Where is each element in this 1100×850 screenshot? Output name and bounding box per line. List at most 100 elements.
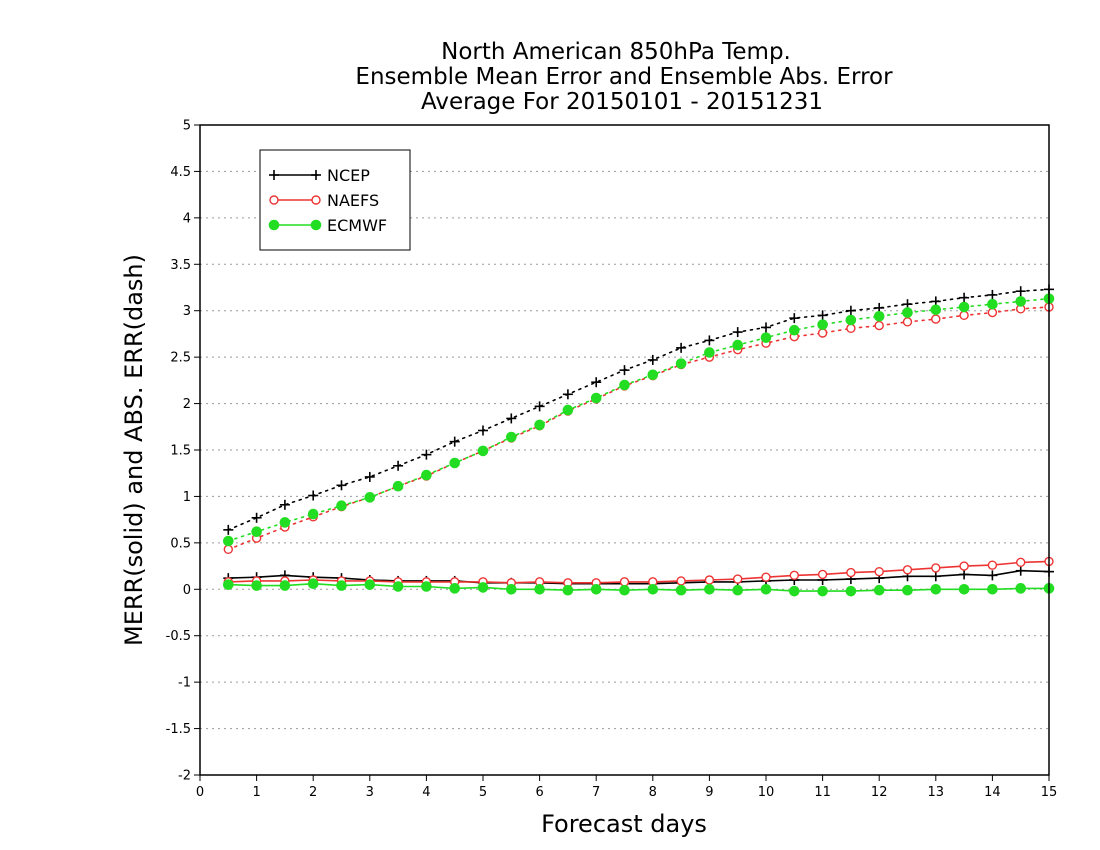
mean-err-point bbox=[987, 583, 998, 595]
abs-err-point bbox=[760, 332, 772, 343]
abs-err-point bbox=[647, 354, 658, 365]
mean-err-point bbox=[733, 574, 743, 584]
legend-marker bbox=[268, 219, 280, 231]
mean-err-point bbox=[987, 560, 998, 570]
y-tick-label: -1 bbox=[178, 676, 191, 691]
legend-marker bbox=[311, 170, 321, 180]
mean-err-point bbox=[1016, 557, 1026, 568]
mean-err-point bbox=[307, 578, 319, 590]
abs-err-point bbox=[393, 460, 404, 471]
abs-err-point bbox=[675, 358, 687, 369]
abs-err-point bbox=[817, 319, 828, 330]
mean-err-point bbox=[364, 579, 376, 590]
legend-item-ecmwf: ECMWF bbox=[268, 216, 387, 235]
abs-err-line-ncep bbox=[227, 288, 1050, 531]
mean-err-point bbox=[619, 584, 630, 596]
abs-err-point bbox=[987, 298, 998, 310]
abs-err-point bbox=[223, 535, 234, 547]
abs-err-point bbox=[534, 419, 545, 431]
mean-err-point bbox=[534, 583, 545, 595]
x-tick-label: 9 bbox=[705, 785, 713, 800]
mean-err-point bbox=[845, 585, 857, 597]
mean-err-point bbox=[675, 584, 687, 596]
abs-err-point bbox=[931, 314, 941, 324]
abs-err-point bbox=[1015, 296, 1027, 307]
series-ecmwf bbox=[223, 293, 1055, 597]
abs-err-point bbox=[392, 480, 404, 492]
abs-err-point bbox=[336, 500, 347, 512]
abs-err-point bbox=[873, 310, 885, 322]
mean-err-point bbox=[931, 563, 941, 573]
abs-err-point bbox=[902, 317, 913, 327]
legend-marker bbox=[269, 195, 279, 205]
y-tick-label: 3 bbox=[183, 304, 191, 319]
legend-label: ECMWF bbox=[327, 216, 387, 235]
y-tick-label: 1 bbox=[183, 490, 191, 505]
legend-item-ncep: NCEP bbox=[269, 166, 370, 185]
abs-err-point bbox=[789, 313, 800, 324]
abs-err-point bbox=[591, 377, 602, 388]
mean-err-point bbox=[506, 583, 517, 595]
abs-err-point bbox=[817, 328, 828, 338]
abs-err-point bbox=[930, 304, 942, 316]
mean-err-point bbox=[477, 582, 489, 593]
abs-err-point bbox=[562, 404, 574, 416]
x-tick-label: 15 bbox=[1041, 785, 1058, 800]
legend-marker bbox=[310, 219, 322, 231]
y-tick-label: 3.5 bbox=[170, 258, 191, 273]
mean-err-point bbox=[336, 580, 347, 591]
abs-err-point bbox=[449, 457, 461, 469]
abs-err-point bbox=[619, 365, 630, 376]
y-tick-label: -0.5 bbox=[166, 629, 191, 644]
abs-err-point bbox=[279, 517, 291, 528]
abs-err-point bbox=[477, 445, 489, 457]
legend-marker bbox=[311, 195, 321, 205]
abs-err-point bbox=[421, 469, 432, 481]
mean-err-point bbox=[987, 570, 998, 581]
abs-err-point bbox=[647, 369, 659, 381]
x-tick-label: 8 bbox=[649, 785, 657, 800]
mean-err-point bbox=[1015, 583, 1027, 594]
abs-err-point bbox=[506, 431, 517, 443]
x-tick-label: 2 bbox=[309, 785, 317, 800]
y-tick-label: 0 bbox=[183, 583, 191, 598]
y-tick-label: 4.5 bbox=[170, 165, 191, 180]
y-tick-label: 1.5 bbox=[170, 444, 191, 459]
abs-err-line-naefs bbox=[227, 306, 1050, 551]
mean-err-point bbox=[392, 581, 404, 592]
mean-err-point bbox=[930, 571, 941, 582]
mean-err-point bbox=[704, 583, 715, 595]
title-line-1: North American 850hPa Temp. bbox=[441, 39, 791, 65]
y-tick-label: 5 bbox=[183, 119, 191, 134]
mean-err-point bbox=[647, 583, 659, 595]
x-tick-label: 4 bbox=[422, 785, 430, 800]
mean-err-point bbox=[732, 584, 744, 596]
mean-err-point bbox=[959, 569, 970, 580]
mean-err-point bbox=[789, 570, 799, 581]
mean-err-point bbox=[817, 585, 828, 597]
plot-frame bbox=[199, 124, 1050, 776]
abs-err-point bbox=[845, 305, 856, 316]
title-line-2: Ensemble Mean Error and Ensemble Abs. Er… bbox=[355, 64, 893, 90]
tick-layer: -2-1.5-1-0.500.511.522.533.544.550 1 2 3 4 5 6… bbox=[166, 119, 1058, 801]
title-line-3: Average For 20150101 - 20151231 bbox=[421, 89, 823, 115]
y-axis-label: MERR(solid) and ABS. ERR(dash) bbox=[120, 254, 148, 646]
mean-err-line-naefs bbox=[228, 560, 1050, 584]
abs-err-point bbox=[279, 499, 290, 510]
mean-err-point bbox=[902, 584, 913, 596]
x-axis-label: Forecast days bbox=[541, 810, 707, 838]
abs-err-point bbox=[590, 392, 602, 404]
abs-err-point bbox=[789, 324, 800, 336]
y-tick-label: 4 bbox=[183, 211, 191, 226]
mean-err-point bbox=[761, 572, 771, 582]
mean-err-point bbox=[1015, 565, 1026, 576]
chart-title: North American 850hPa Temp. Ensemble Mea… bbox=[355, 39, 893, 115]
mean-err-point bbox=[874, 566, 884, 577]
abs-err-point bbox=[959, 310, 969, 321]
abs-err-point bbox=[959, 292, 970, 303]
mean-err-point bbox=[251, 580, 262, 591]
mean-err-point bbox=[959, 561, 969, 571]
abs-err-point bbox=[987, 307, 998, 318]
y-tick-label: 2 bbox=[183, 397, 191, 412]
